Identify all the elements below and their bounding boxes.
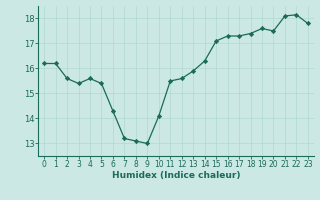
X-axis label: Humidex (Indice chaleur): Humidex (Indice chaleur) <box>112 171 240 180</box>
